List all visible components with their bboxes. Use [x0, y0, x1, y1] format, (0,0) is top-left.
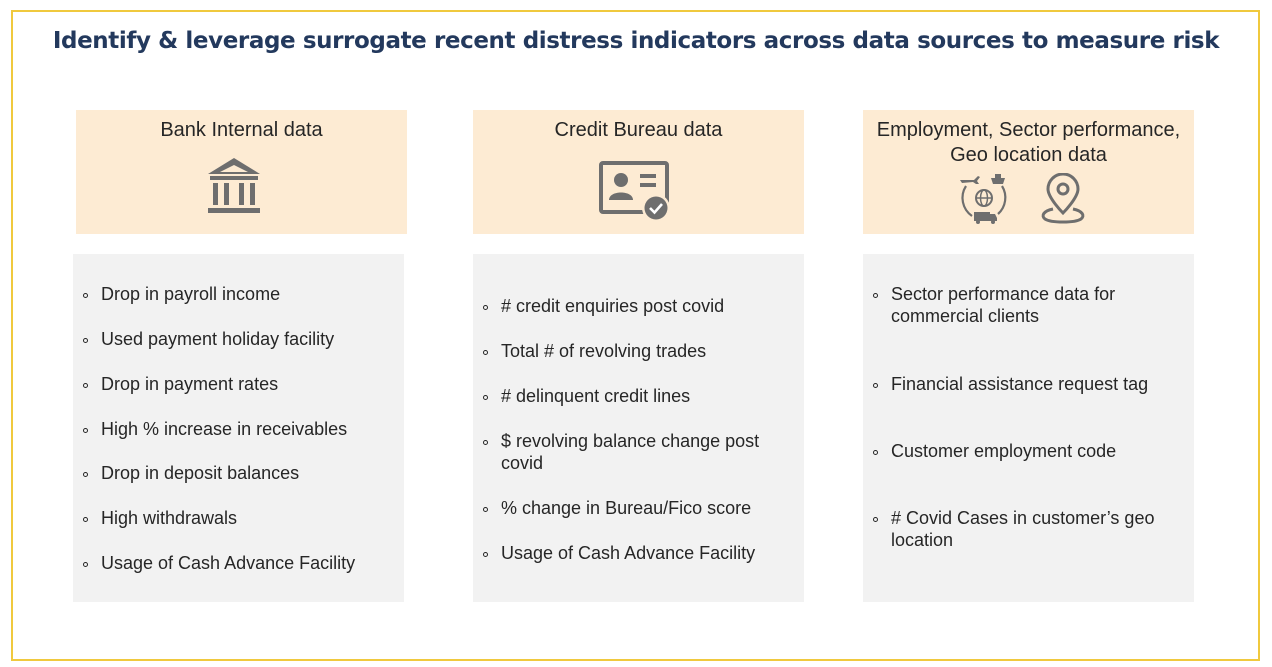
- bullet-icon: [483, 507, 488, 512]
- global-logistics-icon: [960, 174, 1007, 224]
- header-credit-bureau: Credit Bureau data: [473, 110, 804, 234]
- list-panel-credit-bureau: # credit enquiries post covid Total # of…: [473, 254, 804, 602]
- location-pin-icon: [1041, 173, 1085, 224]
- bullet-icon: [83, 293, 88, 298]
- header-title: Bank Internal data: [160, 119, 323, 141]
- header-title: Credit Bureau data: [554, 119, 723, 141]
- bullet-icon: [83, 428, 88, 433]
- bullet-icon: [483, 395, 488, 400]
- bullet-icon: [83, 472, 88, 477]
- list-panel-bank-internal: Drop in payroll income Used payment holi…: [73, 254, 404, 602]
- frame-border: [11, 10, 1260, 661]
- bullet-icon: [873, 517, 878, 522]
- id-card-verified-icon: [599, 161, 670, 222]
- bullet-icon: [83, 338, 88, 343]
- bullet-icon: [83, 517, 88, 522]
- bullet-icon: [873, 293, 878, 298]
- header-employment-sector-geo: Employment, Sector performance, Geo loca…: [863, 110, 1194, 234]
- bullet-icon: [83, 562, 88, 567]
- bank-icon: [208, 158, 260, 213]
- bullet-icon: [83, 383, 88, 388]
- header-title: Employment, Sector performance, Geo loca…: [876, 119, 1181, 166]
- bullet-icon: [483, 350, 488, 355]
- header-bank-internal: Bank Internal data: [76, 110, 407, 234]
- bullet-icon: [483, 305, 488, 310]
- page-title: Identify & leverage surrogate recent dis…: [52, 28, 1220, 54]
- list-panel-employment-sector-geo: Sector performance data for commercial c…: [863, 254, 1194, 602]
- bullet-icon: [483, 440, 488, 445]
- bullet-icon: [873, 383, 878, 388]
- bullet-icon: [873, 450, 878, 455]
- bullet-icon: [483, 552, 488, 557]
